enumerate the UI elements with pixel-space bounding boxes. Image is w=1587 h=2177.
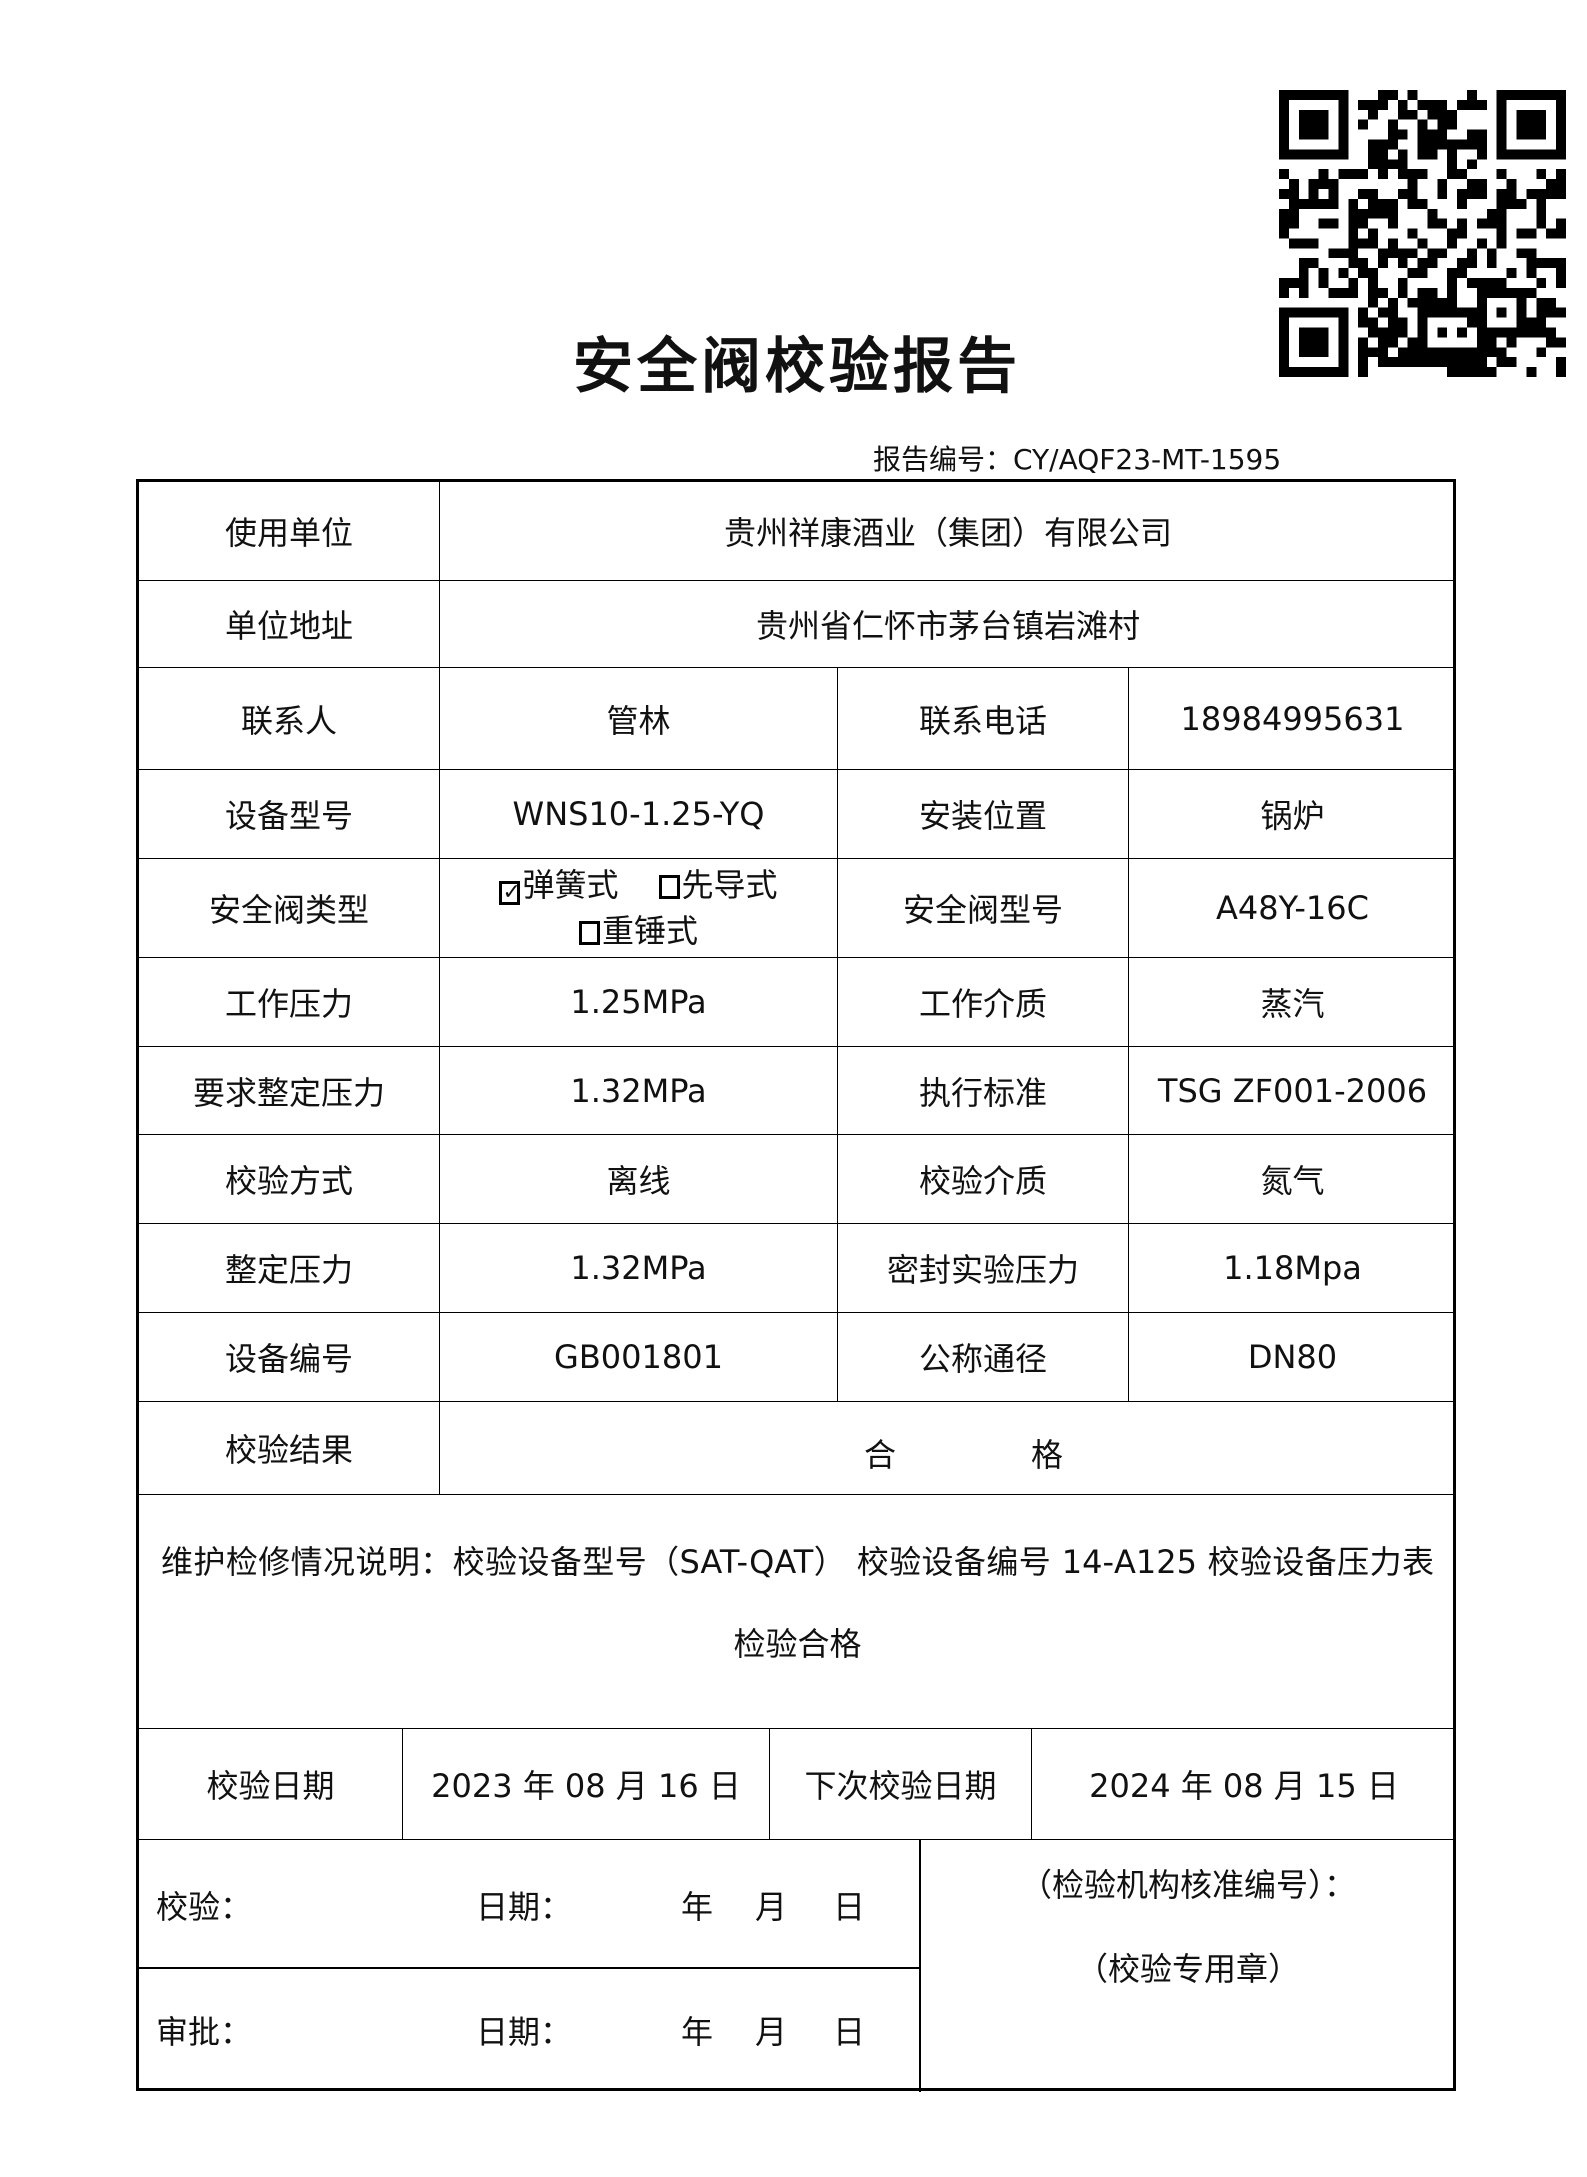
value-req-pressure: 1.32MPa [440,1047,838,1135]
value-method: 离线 [440,1135,838,1224]
approve-year: 年 [681,2013,714,2051]
qr-code [1279,90,1566,377]
label-equip-no-2: 公称通径 [838,1313,1129,1402]
check-month: 月 [755,1888,788,1926]
label-contact-2: 联系电话 [838,668,1129,770]
value-work-pressure: 1.25MPa [440,958,838,1047]
value-valve-type: ✓弹簧式 先导式重锤式 [440,859,838,958]
report-number: 报告编号：CY/AQF23-MT-1595 [873,443,1282,476]
seal-label: （校验专用章） [1075,1950,1300,1988]
result-text-2: 格 [1031,1436,1064,1474]
value-user-unit: 贵州祥康酒业（集团）有限公司 [440,482,1456,581]
label-address: 单位地址 [139,581,440,668]
valve-type-option-label: 先导式 [681,866,778,904]
value-next-date: 2024 年 08 月 15 日 [1032,1729,1456,1840]
label-work-pressure-2: 工作介质 [838,958,1129,1047]
valve-type-checkbox[interactable]: ✓ [499,881,521,905]
label-contact: 联系人 [139,668,440,770]
maintenance-section: 维护检修情况说明：校验设备型号（SAT-QAT） 校验设备编号 14-A125 … [139,1495,1456,1729]
value-result: 合 格 [440,1402,1456,1495]
label-model-2: 安装位置 [838,770,1129,859]
check-year: 年 [681,1888,714,1926]
check-day: 日 [833,1888,866,1926]
label-req-pressure-2: 执行标准 [838,1047,1129,1135]
approve-label: 审批： [156,2013,253,2051]
value-check-date: 2023 年 08 月 16 日 [403,1729,770,1840]
label-equip-no: 设备编号 [139,1313,440,1402]
label-valve-type: 安全阀类型 [139,859,440,958]
valve-type-option[interactable]: 重锤式 [578,912,698,950]
valve-type-option[interactable]: 先导式 [658,866,778,904]
check-label: 校验： [156,1888,253,1926]
check-date-label: 日期： [476,1888,573,1926]
value-model-2: 锅炉 [1129,770,1456,859]
value-set-pressure-2: 1.18Mpa [1129,1224,1456,1313]
value-contact-2: 18984995631 [1129,668,1456,770]
valve-type-option-label: 弹簧式 [522,866,619,904]
label-set-pressure: 整定压力 [139,1224,440,1313]
approve-month: 月 [755,2013,788,2051]
label-user-unit: 使用单位 [139,482,440,581]
approve-date-label: 日期： [476,2013,573,2051]
label-work-pressure: 工作压力 [139,958,440,1047]
result-text-1: 合 [864,1436,897,1474]
label-result: 校验结果 [139,1402,440,1495]
value-equip-no-2: DN80 [1129,1313,1456,1402]
value-set-pressure: 1.32MPa [440,1224,838,1313]
org-approval-no: （检验机构核准编号）： [1019,1866,1356,1904]
label-next-date: 下次校验日期 [770,1729,1032,1840]
label-set-pressure-2: 密封实验压力 [838,1224,1129,1313]
report-table: 使用单位 贵州祥康酒业（集团）有限公司 单位地址 贵州省仁怀市茅台镇岩滩村 校验… [136,479,1456,2092]
label-model: 设备型号 [139,770,440,859]
value-work-pressure-2: 蒸汽 [1129,958,1456,1047]
value-equip-no: GB001801 [440,1313,838,1402]
valve-type-option[interactable]: ✓弹簧式 [499,866,619,905]
valve-type-checkbox[interactable] [578,921,600,945]
label-valve-type-2: 安全阀型号 [838,859,1129,958]
value-method-2: 氮气 [1129,1135,1456,1224]
approve-day: 日 [833,2013,866,2051]
maintenance-text: 维护检修情况说明：校验设备型号（SAT-QAT） 校验设备编号 14-A125 … [161,1543,1434,1663]
page-title: 安全阀校验报告 [573,332,1021,402]
label-method-2: 校验介质 [838,1135,1129,1224]
valve-type-checkbox[interactable] [658,875,680,899]
label-req-pressure: 要求整定压力 [139,1047,440,1135]
valve-type-option-label: 重锤式 [601,912,698,950]
value-model: WNS10-1.25-YQ [440,770,838,859]
value-address: 贵州省仁怀市茅台镇岩滩村 [440,581,1456,668]
label-method: 校验方式 [139,1135,440,1224]
label-check-date: 校验日期 [139,1729,403,1840]
value-contact: 管林 [440,668,838,770]
value-valve-type-2: A48Y-16C [1129,859,1456,958]
value-req-pressure-2: TSG ZF001-2006 [1129,1047,1456,1135]
